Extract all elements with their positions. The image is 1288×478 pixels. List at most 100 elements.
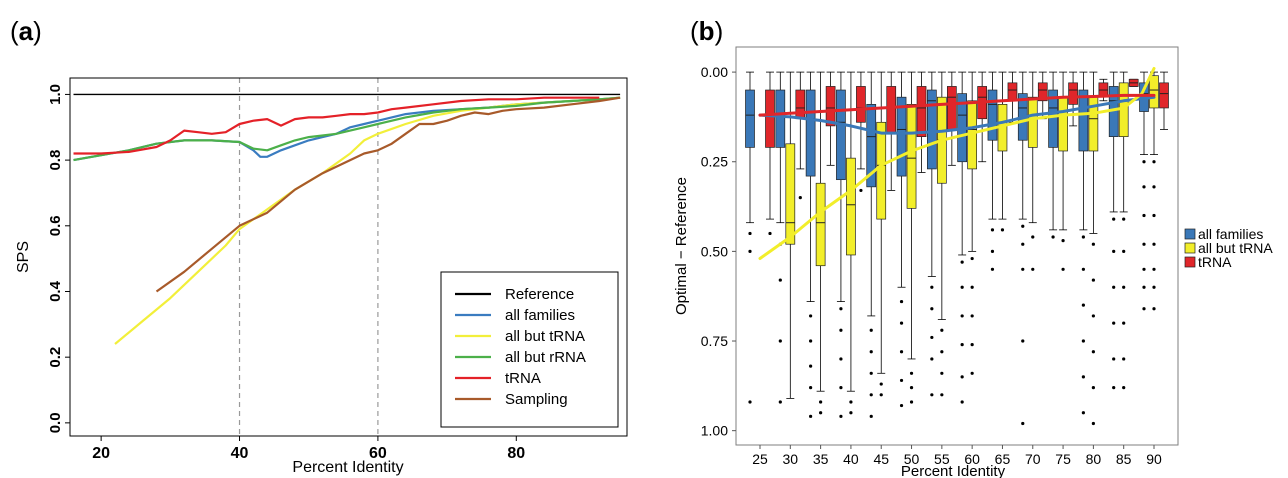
b-outlier-all-families-70 — [1021, 267, 1025, 271]
a-legend-box — [440, 271, 619, 428]
b-x-tick-label: 80 — [1086, 451, 1102, 467]
a-plot-marks — [73, 78, 621, 436]
b-outlier-all-but-trna-90 — [1152, 185, 1156, 189]
b-outlier-all-families-60 — [960, 285, 964, 289]
b-x-tick-label: 45 — [873, 451, 889, 467]
b-outlier-all-families-40 — [839, 386, 843, 390]
b-outlier-all-families-80 — [1081, 411, 1085, 415]
b-outlier-all-families-70 — [1021, 421, 1025, 426]
b-box-trna-55 — [946, 86, 957, 130]
b-outlier-all-families-60 — [960, 260, 964, 264]
b-outlier-all-families-90 — [1142, 242, 1146, 246]
b-outlier-all-families-90 — [1142, 307, 1146, 311]
b-outlier-all-families-85 — [1112, 386, 1116, 390]
b-box-all-families-65 — [987, 89, 998, 141]
b-outlier-all-but-trna-35 — [819, 400, 823, 404]
b-outlier-all-but-trna-55 — [940, 371, 944, 375]
b-y-tick-label: 0.75 — [701, 333, 728, 349]
b-legend-swatch-all-families — [1184, 228, 1196, 240]
b-outlier-all-but-trna-85 — [1122, 357, 1126, 361]
b-outlier-all-families-25 — [748, 400, 752, 404]
b-outlier-all-families-35 — [809, 414, 813, 418]
a-legend-label-trna: tRNA — [505, 370, 541, 387]
b-outlier-all-families-80 — [1081, 339, 1085, 343]
b-outlier-all-families-25 — [748, 231, 752, 236]
b-outlier-all-families-45 — [869, 350, 873, 354]
b-box-trna-30 — [795, 89, 806, 120]
b-box-trna-40 — [856, 86, 866, 123]
b-outlier-all-families-60 — [960, 400, 964, 404]
b-x-tick-label: 55 — [934, 451, 950, 467]
a-y-tick-label: 0.2 — [47, 347, 64, 368]
b-box-all-but-trna-45 — [876, 121, 887, 220]
b-outlier-all-but-trna-80 — [1091, 421, 1095, 426]
b-outlier-all-but-trna-60 — [970, 256, 974, 261]
b-x-axis-label: Percent Identity — [901, 463, 1006, 478]
b-outlier-all-families-55 — [930, 307, 934, 311]
b-outlier-all-families-85 — [1112, 321, 1116, 325]
b-outlier-all-but-trna-85 — [1122, 217, 1126, 221]
b-outlier-all-but-trna-50 — [909, 371, 914, 375]
a-series-line-all-but-rrna — [73, 96, 621, 162]
b-outlier-all-families-70 — [1021, 339, 1025, 343]
b-outlier-all-families-60 — [960, 343, 964, 347]
b-outlier-all-families-90 — [1142, 213, 1146, 218]
b-outlier-all-families-50 — [899, 378, 904, 383]
b-x-tick-label: 75 — [1055, 451, 1071, 467]
b-outlier-trna-30 — [798, 195, 802, 200]
b-legend-swatch-all-but-trna — [1184, 242, 1196, 254]
b-outlier-all-families-40 — [839, 414, 843, 418]
b-box-all-families-25 — [745, 89, 755, 148]
a-legend: Reference all families all but tRNA all but… — [440, 271, 619, 428]
b-outlier-all-families-50 — [899, 403, 904, 408]
b-axes: 25 30 35 40 45 50 55 60 65 70 75 80 85 90 0.00 0.25 0.50… — [701, 64, 1162, 467]
b-outlier-all-families-45 — [869, 371, 873, 375]
a-y-tick-label: 0.4 — [47, 280, 64, 302]
b-outlier-all-but-trna-90 — [1152, 213, 1156, 218]
b-outlier-all-but-trna-90 — [1152, 285, 1156, 289]
b-outlier-all-but-trna-90 — [1152, 160, 1156, 164]
b-outlier-all-but-trna-75 — [1061, 267, 1065, 271]
a-y-tick-label: 0.6 — [47, 215, 64, 236]
b-x-tick-label: 30 — [783, 451, 799, 467]
b-legend-label-all-families: all families — [1198, 226, 1263, 242]
b-outlier-all-but-trna-70 — [1031, 235, 1035, 239]
box-chart-b: 25 30 35 40 45 50 55 60 65 70 75 80 85 90 0.00 0.25 0.50… — [673, 46, 1273, 478]
a-y-tick-label: 0.8 — [47, 150, 64, 171]
b-x-tick-label: 90 — [1146, 451, 1162, 467]
b-outlier-all-but-trna-35 — [819, 411, 823, 415]
b-outlier-all-families-60 — [960, 314, 964, 318]
b-box-all-but-trna-90 — [1149, 75, 1159, 109]
b-outlier-all-families-55 — [930, 285, 934, 289]
b-outlier-all-families-65 — [990, 249, 995, 253]
b-outlier-all-families-55 — [930, 357, 934, 361]
a-x-tick-label: 80 — [507, 445, 525, 462]
b-outlier-all-families-85 — [1112, 285, 1116, 289]
b-box-trna-90 — [1159, 82, 1169, 109]
b-outlier-all-families-40 — [839, 307, 843, 311]
b-outlier-all-families-35 — [809, 386, 813, 390]
a-legend-label-all-families: all families — [505, 307, 575, 324]
b-outlier-all-but-trna-45 — [879, 393, 883, 397]
b-outlier-all-families-85 — [1112, 357, 1116, 361]
b-outlier-all-but-trna-60 — [970, 371, 974, 375]
b-outlier-all-families-65 — [990, 267, 995, 271]
b-outlier-all-but-trna-60 — [970, 285, 974, 289]
b-box-all-families-55 — [926, 89, 937, 170]
b-outlier-all-but-trna-55 — [940, 350, 944, 354]
b-outlier-all-but-trna-80 — [1091, 278, 1095, 282]
b-box-all-families-30 — [775, 89, 786, 148]
b-outlier-trna-40 — [859, 188, 863, 193]
b-outlier-all-but-trna-85 — [1122, 249, 1126, 253]
b-outlier-all-families-55 — [930, 393, 934, 397]
b-x-tick-label: 65 — [995, 451, 1011, 467]
b-box-trna-35 — [825, 86, 836, 127]
b-legend-label-trna: tRNA — [1198, 254, 1232, 270]
b-outlier-all-but-trna-80 — [1091, 242, 1095, 246]
b-outlier-all-families-90 — [1142, 267, 1146, 271]
b-outlier-all-families-80 — [1081, 267, 1085, 271]
b-box-all-families-40 — [836, 89, 846, 181]
b-outlier-all-families-25 — [748, 249, 752, 253]
a-legend-label-all-but-trna: all but tRNA — [505, 328, 585, 345]
b-box-all-but-trna-40 — [846, 157, 856, 256]
